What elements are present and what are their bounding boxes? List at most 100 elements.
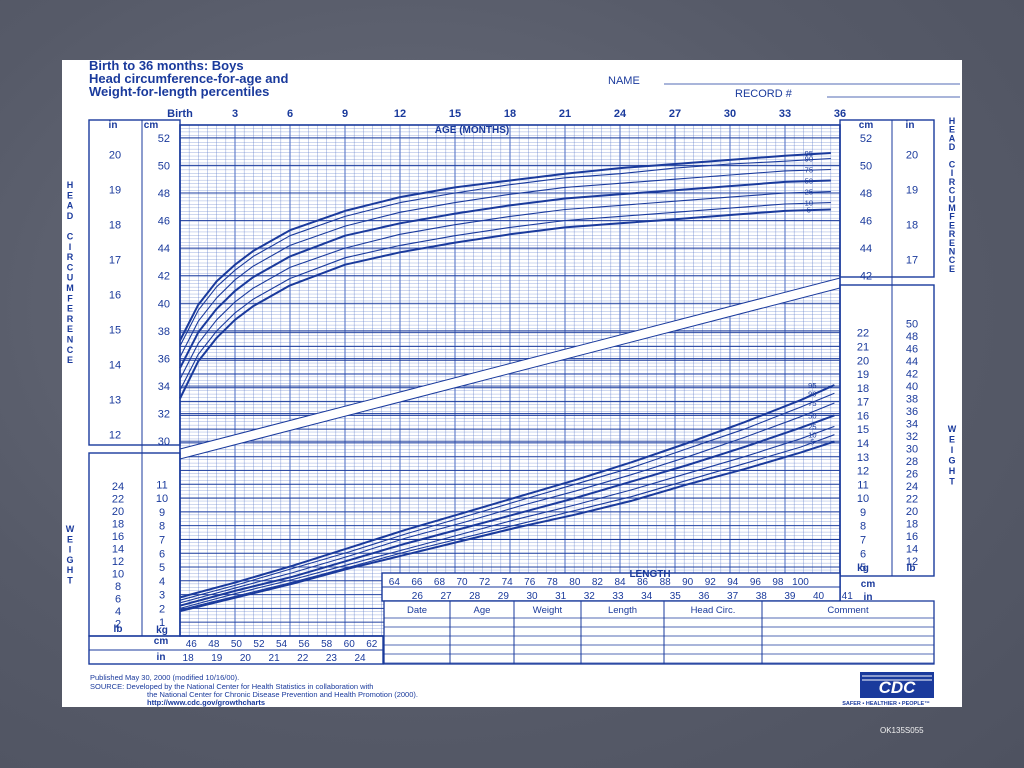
wt-kg-tick-left: 4 (159, 576, 165, 588)
age-tick-label: 33 (779, 108, 791, 120)
age-tick-label: 6 (287, 108, 293, 120)
length-cm-tick-upper: 92 (705, 577, 717, 588)
hc-curve-p90 (179, 157, 831, 347)
wl-label-p10: 10 (808, 431, 816, 440)
wt-kg-tick-left: 3 (159, 590, 165, 602)
wt-lb-tick-right: 30 (906, 443, 918, 455)
hc-in-tick-left: 18 (109, 219, 121, 231)
age-tick-label: 27 (669, 108, 681, 120)
wl-curve-p50 (179, 414, 835, 607)
wl-curve-p5 (179, 440, 835, 613)
wt-side-label-left: T (67, 576, 73, 586)
record-table-header: Weight (533, 605, 563, 616)
length-cm-tick-lower: 62 (366, 639, 378, 650)
growth-chart-sheet: Birth to 36 months: Boys Head circumfere… (62, 60, 962, 707)
wt-kg-tick-right: 16 (857, 410, 869, 422)
hc-cm-tick-left: 42 (158, 271, 170, 283)
wt-lb-tick-right: 46 (906, 343, 918, 355)
wt-side-label-right: G (948, 456, 955, 466)
length-in-tick-upper: 28 (469, 591, 481, 602)
hc-side-label-left: D (67, 211, 74, 221)
wt-lb-tick-right: 40 (906, 381, 918, 393)
hc-side-label-left: F (67, 293, 73, 303)
length-in-tick-lower: 22 (297, 653, 309, 664)
wt-lb-tick-left: 4 (115, 606, 121, 618)
age-axis-title: AGE (MONTHS) (435, 125, 509, 136)
age-tick-label: 3 (232, 108, 238, 120)
wt-side-label-right: E (949, 435, 955, 445)
wt-lb-tick-left: 12 (112, 556, 124, 568)
length-cm-tick-upper: 72 (479, 577, 491, 588)
wt-kg-tick-right: 20 (857, 355, 869, 367)
length-in-tick-upper: 30 (526, 591, 538, 602)
wl-label-p95: 95 (808, 381, 816, 390)
grid-layer (179, 124, 841, 636)
wt-lb-tick-left: 6 (115, 593, 121, 605)
wt-lb-tick-right: 50 (906, 318, 918, 330)
hc-side-label-right: C (949, 186, 956, 196)
footer-url[interactable]: http://www.cdc.gov/growthcharts (147, 698, 265, 707)
wt-lb-tick-right: 24 (906, 481, 918, 493)
age-tick-label: 24 (614, 108, 627, 120)
wt-kg-tick-right: 17 (857, 397, 869, 409)
wt-lb-tick-left: 8 (115, 581, 121, 593)
hc-cm-tick-right: 46 (860, 216, 872, 228)
wl-label-p50: 50 (808, 411, 816, 420)
hc-side-label-left: C (67, 262, 74, 272)
wl-curve-p10 (179, 434, 835, 611)
cm-unit-top-right: cm (859, 120, 874, 131)
hc-right-scale-frame (839, 119, 935, 278)
length-in-tick-lower: 23 (326, 653, 338, 664)
cm-unit-top-left: cm (144, 120, 159, 131)
hc-side-label-left: I (69, 242, 72, 252)
lb-unit-bottom-left: lb (114, 624, 123, 635)
name-field-label: NAME (608, 75, 640, 87)
length-cm-tick-upper: 94 (727, 577, 739, 588)
in-unit-length-strip: in (864, 592, 873, 603)
hc-curve-p5 (179, 208, 831, 399)
wt-kg-tick-left: 10 (156, 493, 168, 505)
wt-lb-tick-left: 16 (112, 531, 124, 543)
length-cm-tick-upper: 88 (660, 577, 672, 588)
hc-side-label-right: U (949, 194, 956, 204)
length-in-tick-upper: 40 (813, 591, 825, 602)
length-cm-tick-upper: 98 (772, 577, 784, 588)
wt-side-label-left: W (66, 524, 75, 534)
length-in-tick-lower: 19 (211, 653, 223, 664)
length-in-tick-upper: 31 (555, 591, 567, 602)
hc-cm-tick-left: 48 (158, 188, 170, 200)
hc-side-label-right: E (949, 125, 955, 135)
hc-in-tick-left: 19 (109, 184, 121, 196)
length-cm-tick-upper: 70 (456, 577, 468, 588)
hc-curve-p10 (179, 202, 831, 391)
length-in-tick-upper: 39 (784, 591, 796, 602)
length-cm-tick-lower: 46 (186, 639, 198, 650)
wl-curve-p75 (179, 402, 835, 604)
length-cm-tick-upper: 96 (750, 577, 762, 588)
length-cm-tick-lower: 52 (253, 639, 265, 650)
length-cm-tick-lower: 58 (321, 639, 333, 650)
hc-side-label-left: H (67, 180, 74, 190)
wt-kg-tick-right: 14 (857, 438, 869, 450)
length-cm-tick-lower: 50 (231, 639, 243, 650)
record-table-frame (383, 600, 935, 665)
wt-side-label-right: W (948, 424, 957, 434)
length-cm-tick-upper: 86 (637, 577, 649, 588)
length-in-tick-lower: 20 (240, 653, 252, 664)
age-tick-label: 18 (504, 108, 516, 120)
length-in-tick-upper: 35 (670, 591, 682, 602)
hc-label-p25: 25 (805, 188, 813, 197)
wt-lb-tick-right: 34 (906, 418, 918, 430)
hc-side-label-left: E (67, 355, 73, 365)
age-tick-label: 36 (834, 108, 846, 120)
length-cm-tick-upper: 78 (547, 577, 559, 588)
wt-kg-tick-left: 8 (159, 521, 165, 533)
length-in-tick-upper: 27 (440, 591, 452, 602)
wt-side-label-right: H (949, 466, 956, 476)
wl-label-p5: 5 (810, 438, 814, 447)
hc-label-p95: 95 (805, 149, 813, 158)
hc-in-tick-left: 20 (109, 149, 121, 161)
wt-kg-tick-right: 15 (857, 424, 869, 436)
hc-cm-tick-left: 38 (158, 326, 170, 338)
